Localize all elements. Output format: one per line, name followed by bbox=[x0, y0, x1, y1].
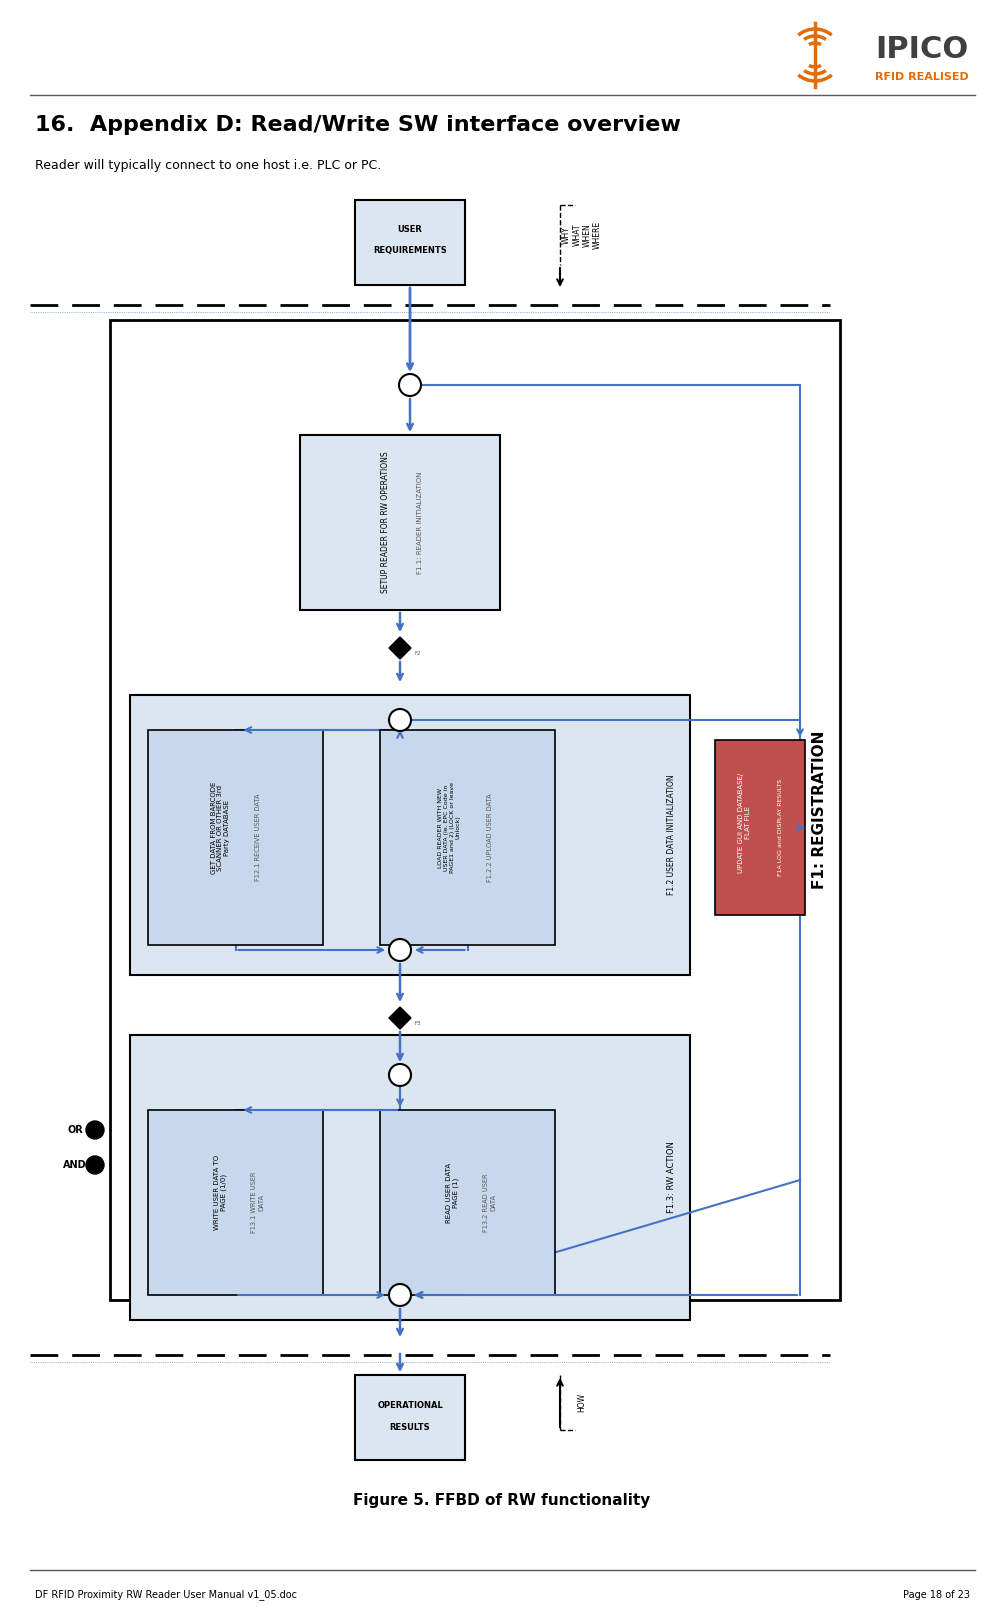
Text: F12.1 RECEIVE USER DATA: F12.1 RECEIVE USER DATA bbox=[254, 793, 260, 881]
Text: HOW: HOW bbox=[578, 1392, 587, 1412]
Circle shape bbox=[389, 1284, 411, 1307]
Text: LOAD READER WITH NEW
USER DATA (ie. EPC Code in
PAGE1 and 2) (LOCK or leave
Unlo: LOAD READER WITH NEW USER DATA (ie. EPC … bbox=[438, 782, 460, 873]
Text: F1.3: RW ACTION: F1.3: RW ACTION bbox=[667, 1141, 676, 1213]
Bar bbox=[715, 740, 805, 915]
Text: USER: USER bbox=[398, 225, 422, 235]
Text: F1A LOG and DISPLAY RESULTS: F1A LOG and DISPLAY RESULTS bbox=[778, 779, 783, 876]
Circle shape bbox=[399, 374, 421, 397]
Bar bbox=[380, 730, 555, 945]
Text: SETUP READER FOR RW OPERATIONS: SETUP READER FOR RW OPERATIONS bbox=[381, 452, 390, 593]
Bar bbox=[148, 1111, 323, 1295]
Text: F13.1 WRITE USER
DATA: F13.1 WRITE USER DATA bbox=[251, 1172, 264, 1234]
Bar bbox=[130, 695, 690, 975]
Text: F13.2 READ USER
DATA: F13.2 READ USER DATA bbox=[483, 1174, 496, 1232]
Bar bbox=[130, 1035, 690, 1319]
Text: READ USER DATA
PAGE (1): READ USER DATA PAGE (1) bbox=[446, 1162, 459, 1222]
Polygon shape bbox=[389, 1007, 411, 1030]
Bar bbox=[300, 436, 500, 610]
Text: 16.  Appendix D: Read/Write SW interface overview: 16. Appendix D: Read/Write SW interface … bbox=[35, 115, 680, 134]
Polygon shape bbox=[389, 636, 411, 659]
Text: F2: F2 bbox=[415, 651, 421, 656]
Text: F1: REGISTRATION: F1: REGISTRATION bbox=[812, 730, 827, 889]
Text: REQUIREMENTS: REQUIREMENTS bbox=[373, 246, 447, 254]
Circle shape bbox=[389, 939, 411, 962]
Circle shape bbox=[389, 1064, 411, 1086]
Circle shape bbox=[86, 1156, 104, 1174]
Text: AND: AND bbox=[63, 1159, 86, 1171]
Text: Figure 5. FFBD of RW functionality: Figure 5. FFBD of RW functionality bbox=[354, 1493, 650, 1507]
Text: Page 18 of 23: Page 18 of 23 bbox=[903, 1590, 970, 1600]
Bar bbox=[110, 321, 840, 1300]
Text: DF RFID Proximity RW Reader User Manual v1_05.doc: DF RFID Proximity RW Reader User Manual … bbox=[35, 1590, 297, 1601]
Bar bbox=[148, 730, 323, 945]
Text: WHY
WHAT
WHEN
WHERE: WHY WHAT WHEN WHERE bbox=[562, 220, 602, 249]
Text: RESULTS: RESULTS bbox=[390, 1423, 430, 1431]
Text: OR: OR bbox=[67, 1125, 82, 1135]
Text: Reader will typically connect to one host i.e. PLC or PC.: Reader will typically connect to one hos… bbox=[35, 159, 381, 172]
Text: GET DATA FROM BARCODE
SCANNER OR OTHER 3rd
Party DATABASE: GET DATA FROM BARCODE SCANNER OR OTHER 3… bbox=[210, 782, 230, 874]
Text: F3: F3 bbox=[415, 1020, 421, 1025]
Text: OPERATIONAL: OPERATIONAL bbox=[377, 1400, 443, 1410]
Text: WRITE USER DATA TO
PAGE (1/0): WRITE USER DATA TO PAGE (1/0) bbox=[214, 1154, 227, 1230]
Bar bbox=[355, 201, 465, 285]
Text: RFID REALISED: RFID REALISED bbox=[875, 71, 969, 83]
Text: F1.1: READER INITIALIZATION: F1.1: READER INITIALIZATION bbox=[417, 471, 423, 573]
Bar bbox=[355, 1375, 465, 1460]
Text: F1.2 USER DATA INITIALIZATION: F1.2 USER DATA INITIALIZATION bbox=[667, 774, 676, 895]
Circle shape bbox=[86, 1120, 104, 1140]
Text: F1.2.2 UPLOAD USER DATA: F1.2.2 UPLOAD USER DATA bbox=[486, 793, 492, 882]
Text: IPICO: IPICO bbox=[875, 36, 968, 65]
Circle shape bbox=[389, 709, 411, 732]
Bar bbox=[380, 1111, 555, 1295]
Text: UPDATE GUI AND DATABASE/
FLAT FILE: UPDATE GUI AND DATABASE/ FLAT FILE bbox=[739, 772, 752, 873]
